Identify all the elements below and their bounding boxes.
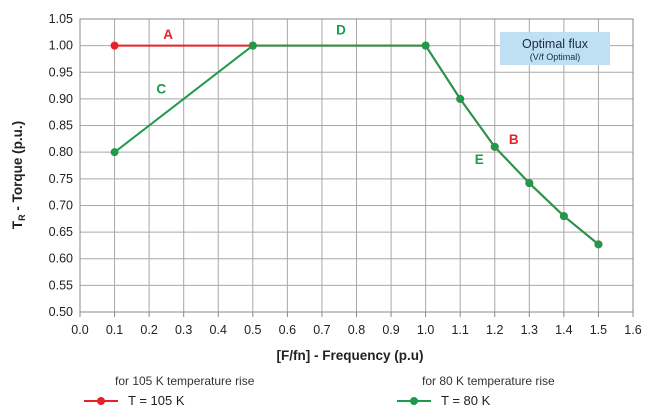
- series-line-80k: [113, 44, 600, 246]
- y-tick-label: 0.80: [49, 145, 73, 159]
- x-tick-label: 0.8: [348, 323, 365, 337]
- x-tick-label: 0.7: [313, 323, 330, 337]
- y-tick-label: 0.70: [49, 198, 73, 212]
- x-axis-title: [F/fn] - Frequency (p.u): [277, 348, 424, 363]
- y-tick-label: 0.95: [49, 65, 73, 79]
- segment-labels: A D C B E: [156, 23, 519, 167]
- x-tick-label: 0.5: [244, 323, 261, 337]
- legend-item-105: T = 105 K: [84, 393, 185, 408]
- y-tick-label: 1.05: [49, 12, 73, 26]
- data-point-80k: [594, 240, 603, 249]
- x-tick-label: 1.3: [521, 323, 538, 337]
- y-tick-label: 0.85: [49, 119, 73, 133]
- x-tick-label: 1.5: [590, 323, 607, 337]
- y-tick-label: 0.55: [49, 278, 73, 292]
- optimal-flux-title: Optimal flux: [522, 37, 589, 51]
- legend-label-80: T = 80 K: [441, 393, 491, 408]
- legend-marker-105: [84, 396, 118, 405]
- optimal-flux-subtitle: (V/f Optimal): [530, 52, 581, 62]
- y-tick-labels: 0.50 0.55 0.60 0.65 0.70 0.75 0.80 0.85 0.90 0.95…: [49, 12, 73, 319]
- x-tick-label: 0.2: [140, 323, 157, 337]
- legend-note-105: for 105 K temperature rise: [115, 374, 255, 388]
- segment-label-b: B: [509, 132, 519, 147]
- x-tick-label: 1.0: [417, 323, 434, 337]
- y-tick-label: 0.75: [49, 172, 73, 186]
- data-point-80k: [248, 41, 257, 50]
- y-tick-label: 0.90: [49, 92, 73, 106]
- segment-label-e: E: [475, 152, 484, 167]
- legend-marker-80: [397, 396, 431, 405]
- y-axis-title-subscript: R: [17, 214, 27, 221]
- legend-item-80: T = 80 K: [397, 393, 490, 408]
- plot-frame: [79, 18, 634, 313]
- segment-label-a: A: [163, 27, 173, 42]
- y-tick-label: 0.60: [49, 252, 73, 266]
- series-points: [110, 41, 603, 249]
- data-point-80k: [456, 94, 465, 103]
- y-tick-label: 0.50: [49, 305, 73, 319]
- data-point-80k: [490, 142, 499, 151]
- x-tick-label: 0.6: [279, 323, 296, 337]
- x-tick-label: 0.9: [382, 323, 399, 337]
- x-tick-label: 0.0: [71, 323, 88, 337]
- y-axis-title-main: T: [10, 220, 25, 229]
- optimal-flux-box-bg: [500, 32, 610, 65]
- y-tick-label: 1.00: [49, 39, 73, 53]
- x-tick-label: 0.4: [210, 323, 227, 337]
- data-point-80k: [421, 41, 430, 50]
- data-point-105k: [110, 41, 119, 50]
- legend-note-80: for 80 K temperature rise: [422, 374, 555, 388]
- data-point-80k: [559, 212, 568, 221]
- y-axis-title: TR - Torque (p.u.): [10, 121, 27, 229]
- x-tick-label: 0.1: [106, 323, 123, 337]
- x-tick-label: 1.2: [486, 323, 503, 337]
- segment-label-c: C: [156, 81, 166, 96]
- x-tick-label: 1.6: [624, 323, 641, 337]
- x-tick-label: 0.3: [175, 323, 192, 337]
- x-tick-labels: 0.0 0.1 0.2 0.3 0.4 0.5 0.6 0.7 0.8 0.9 1.0 1.1 1.2 1…: [71, 323, 641, 337]
- y-axis-title-rest: - Torque (p.u.): [10, 121, 25, 214]
- optimal-flux-box: Optimal flux (V/f Optimal): [500, 32, 610, 65]
- data-point-80k: [525, 179, 534, 188]
- segment-label-d: D: [336, 23, 346, 38]
- series-lines: [113, 44, 600, 246]
- x-tick-label: 1.1: [451, 323, 468, 337]
- data-point-80k: [110, 148, 119, 157]
- x-tick-label: 1.4: [555, 323, 572, 337]
- legend-label-105: T = 105 K: [128, 393, 185, 408]
- y-tick-label: 0.65: [49, 225, 73, 239]
